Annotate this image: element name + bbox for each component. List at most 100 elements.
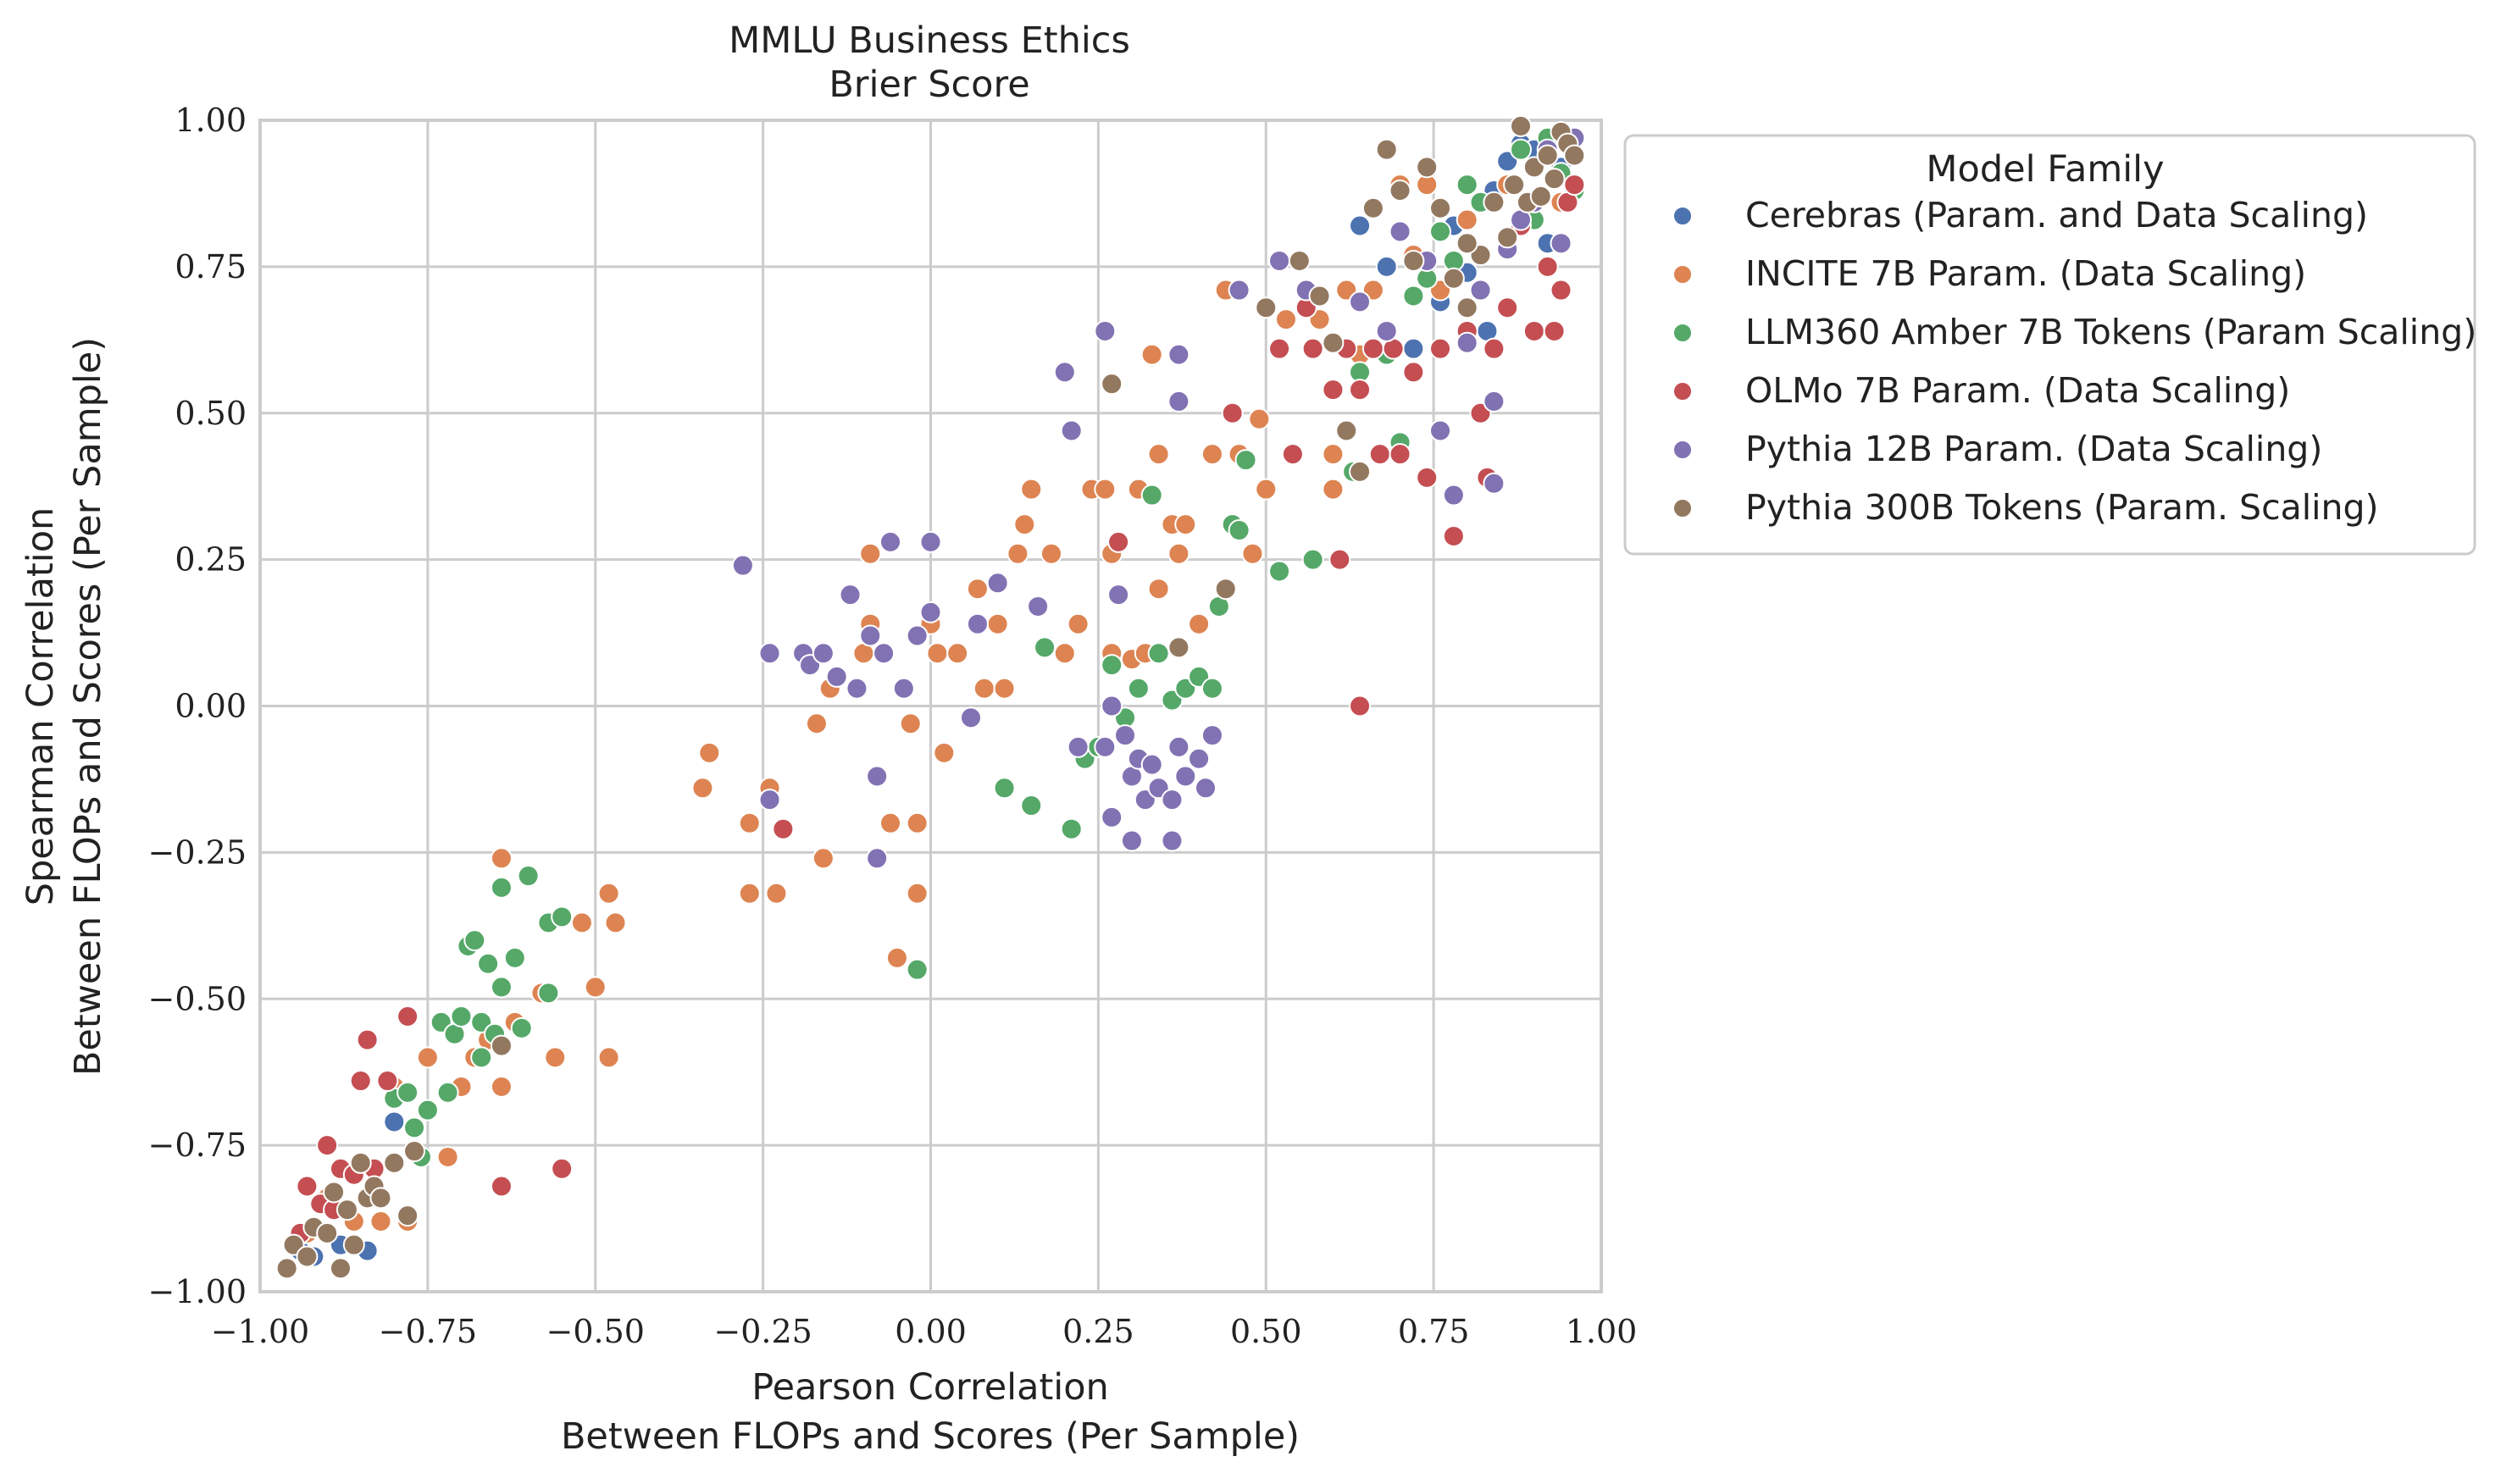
legend-marker-incite (1672, 264, 1693, 285)
y-axis-ticks: −1.00 −0.75 −0.50 −0.25 0.00 0.25 0.50 0.75 1.00 (148, 102, 247, 1310)
data-point-incite (906, 882, 929, 905)
data-point-incite (1322, 478, 1345, 501)
data-point-pythia12b (758, 642, 781, 665)
legend-label-cerebras: Cerebras (Param. and Data Scaling) (1745, 195, 2368, 235)
data-point-pythia300b (369, 1187, 392, 1210)
data-point-pythia300b (296, 1245, 319, 1268)
data-point-incite (1274, 308, 1297, 331)
data-point-incite (369, 1210, 392, 1233)
data-point-incite (1167, 542, 1190, 565)
legend-items: Cerebras (Param. and Data Scaling) INCITE… (1672, 195, 2476, 528)
data-point-olmo (1496, 296, 1519, 319)
data-point-incite (926, 642, 949, 665)
y-tick-label: 1.00 (175, 102, 247, 139)
data-point-olmo (1543, 319, 1566, 342)
data-point-incite (906, 811, 929, 834)
data-point-incite (973, 677, 995, 700)
x-axis-label: Pearson Correlation (751, 1366, 1109, 1409)
data-point-pythia12b (1201, 724, 1223, 747)
data-point-incite (1006, 542, 1029, 565)
data-point-incite (738, 882, 761, 905)
data-point-pythia12b (1195, 777, 1217, 800)
data-point-pythia300b (323, 1181, 346, 1204)
data-point-llm360 (1201, 677, 1223, 700)
data-point-pythia12b (879, 530, 902, 553)
data-point-pythia12b (1550, 232, 1572, 255)
data-point-pythia12b (1167, 343, 1190, 366)
data-point-llm360 (517, 865, 540, 888)
data-point-pythia300b (1101, 373, 1123, 396)
data-point-pythia12b (919, 530, 942, 553)
data-point-pythia300b (1308, 285, 1331, 307)
data-point-olmo (1389, 443, 1411, 466)
data-point-pythia12b (966, 612, 989, 635)
data-point-incite (805, 712, 828, 735)
data-point-pythia300b (1429, 197, 1452, 219)
data-point-pythia300b (1496, 226, 1519, 249)
data-point-olmo (1442, 524, 1465, 547)
data-point-llm360 (1020, 795, 1043, 817)
data-point-incite (597, 1046, 620, 1069)
data-point-olmo (1402, 361, 1425, 384)
x-axis-label-line2: Between FLOPs and Scores (Per Sample) (561, 1415, 1300, 1458)
data-point-pythia300b (1389, 179, 1411, 202)
data-point-pythia300b (316, 1221, 339, 1244)
data-point-llm360 (1456, 174, 1478, 197)
legend-marker-cerebras (1672, 206, 1693, 226)
data-point-pythia12b (1188, 747, 1211, 770)
data-point-llm360 (1301, 548, 1324, 571)
data-point-pythia300b (1361, 197, 1384, 219)
legend: Model Family Cerebras (Param. and Data S… (1623, 134, 2476, 556)
data-point-llm360 (510, 1016, 533, 1039)
data-point-olmo (1416, 466, 1439, 489)
data-point-llm360 (1101, 654, 1123, 677)
data-point-olmo (1522, 319, 1545, 342)
series-pythia12b (731, 126, 1586, 870)
data-point-pythia300b (1536, 144, 1559, 167)
data-point-olmo (1536, 255, 1559, 278)
data-point-pythia12b (1268, 249, 1291, 272)
data-point-llm360 (1127, 677, 1150, 700)
data-point-llm360 (403, 1116, 426, 1139)
data-point-incite (1040, 542, 1062, 565)
data-point-llm360 (993, 777, 1016, 800)
data-point-pythia12b (1107, 584, 1130, 606)
data-point-pythia12b (1456, 331, 1478, 354)
data-point-incite (1201, 443, 1223, 466)
data-point-pythia12b (1120, 829, 1143, 852)
data-point-pythia300b (1288, 249, 1311, 272)
data-point-pythia300b (1456, 232, 1478, 255)
data-point-pythia12b (986, 572, 1009, 595)
data-point-pythia12b (1469, 279, 1492, 302)
data-point-pythia300b (383, 1151, 406, 1174)
data-point-incite (946, 642, 969, 665)
legend-label-llm360: LLM360 Amber 7B Tokens (Param Scaling) (1745, 312, 2476, 352)
data-point-llm360 (396, 1081, 419, 1104)
data-point-pythia12b (1067, 735, 1090, 758)
data-point-pythia12b (1161, 789, 1184, 811)
x-tick-label: 0.25 (1062, 1313, 1134, 1350)
series-pythia300b (275, 114, 1586, 1280)
data-point-incite (1013, 513, 1036, 536)
data-point-llm360 (503, 946, 526, 969)
legend-label-incite: INCITE 7B Param. (Data Scaling) (1745, 253, 2306, 294)
data-point-pythia300b (1322, 331, 1345, 354)
data-point-llm360 (463, 929, 486, 952)
data-point-llm360 (906, 958, 929, 981)
data-point-llm360 (450, 1005, 473, 1027)
data-point-cerebras (1375, 255, 1398, 278)
data-point-cerebras (1349, 214, 1372, 237)
data-point-llm360 (1268, 560, 1291, 583)
data-point-pythia300b (349, 1151, 372, 1174)
plot-area-frame (258, 119, 1603, 1293)
legend-marker-pythia300b (1672, 498, 1693, 518)
data-point-pythia12b (1161, 829, 1184, 852)
data-point-incite (1174, 513, 1197, 536)
x-axis-ticks: −1.00 −0.75 −0.50 −0.25 0.00 0.25 0.50 0.75 1.00 (211, 1313, 1638, 1350)
data-point-incite (1248, 407, 1271, 430)
legend-marker-llm360 (1672, 323, 1693, 343)
data-point-pythia300b (490, 1034, 513, 1057)
data-point-olmo (1268, 337, 1291, 360)
x-tick-label: −0.25 (713, 1313, 812, 1350)
